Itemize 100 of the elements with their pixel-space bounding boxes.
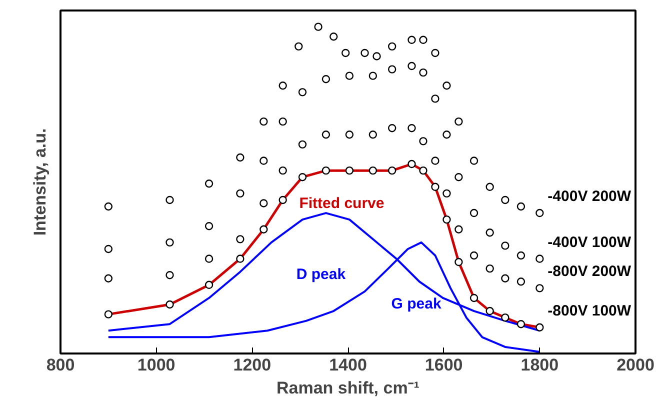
point	[104, 310, 113, 318]
point	[298, 173, 307, 182]
series-label: -400V 200W	[548, 188, 632, 206]
point	[408, 124, 416, 132]
point	[104, 274, 113, 282]
x-tick-label: 1200	[233, 356, 272, 374]
point	[419, 166, 428, 175]
series-label: Fitted curve	[299, 195, 384, 212]
point	[368, 166, 378, 175]
y-axis-title: Intensity, a.u.	[30, 128, 50, 236]
point	[516, 278, 526, 286]
point	[260, 156, 268, 165]
point	[236, 235, 244, 244]
point	[322, 75, 330, 84]
point	[501, 313, 510, 322]
point	[516, 202, 526, 211]
point	[236, 153, 244, 162]
point	[419, 137, 428, 146]
point	[486, 182, 494, 191]
point	[442, 215, 451, 224]
point	[322, 166, 330, 175]
point	[431, 156, 440, 165]
point	[298, 88, 307, 96]
point	[501, 196, 510, 204]
point	[408, 36, 416, 44]
point	[470, 294, 478, 302]
series-label: G peak	[391, 295, 442, 312]
x-tick-label: 1400	[329, 356, 367, 374]
x-tick-label: 1600	[424, 356, 463, 374]
point	[536, 323, 544, 332]
point	[408, 160, 416, 168]
point	[314, 22, 322, 31]
point	[536, 284, 544, 292]
point	[166, 196, 174, 204]
x-tick-label: 1800	[520, 356, 559, 374]
series-label: -800V 200W	[548, 263, 632, 280]
point	[454, 117, 463, 126]
series-label: -400V 100W	[548, 234, 632, 251]
point	[470, 208, 478, 218]
point	[408, 62, 416, 70]
point	[260, 225, 268, 234]
point	[536, 254, 544, 263]
point	[516, 320, 526, 328]
x-tick-label: 800	[46, 356, 75, 374]
series-label: -800V 100W	[548, 302, 632, 320]
point	[454, 225, 463, 234]
point	[345, 166, 354, 175]
point	[204, 254, 214, 263]
point	[345, 72, 354, 80]
point	[372, 52, 381, 60]
point	[278, 166, 287, 175]
point	[360, 48, 369, 58]
point	[278, 196, 287, 204]
point	[236, 189, 244, 198]
point	[431, 94, 440, 103]
point	[204, 222, 214, 230]
point	[419, 68, 428, 77]
point	[368, 72, 378, 80]
point	[278, 117, 287, 126]
point	[431, 48, 440, 58]
point	[442, 130, 451, 139]
point	[388, 65, 396, 74]
point	[516, 251, 526, 260]
point	[470, 156, 478, 165]
point	[486, 228, 494, 237]
text: D peak	[296, 266, 346, 284]
point	[294, 42, 303, 51]
point	[454, 173, 463, 182]
point	[166, 238, 174, 247]
point	[204, 180, 214, 188]
point	[104, 202, 113, 211]
point	[166, 300, 174, 309]
point	[298, 140, 307, 149]
point	[442, 189, 451, 198]
point	[431, 182, 440, 191]
point	[419, 36, 428, 44]
point	[470, 251, 478, 260]
point	[486, 306, 494, 316]
point	[388, 166, 396, 175]
x-tick-label: 2000	[616, 356, 654, 374]
point	[501, 242, 510, 250]
point	[388, 124, 396, 132]
point	[204, 280, 214, 289]
point	[345, 130, 354, 139]
point	[486, 264, 494, 273]
x-tick-label: 1000	[137, 356, 176, 374]
point	[442, 82, 451, 90]
point	[236, 254, 244, 263]
point	[166, 271, 174, 280]
point	[104, 244, 113, 254]
point	[278, 82, 287, 90]
point	[454, 258, 463, 266]
point	[342, 48, 350, 58]
point	[330, 32, 338, 41]
x-axis-title: Raman shift, cm⁻¹	[276, 378, 420, 398]
point	[501, 274, 510, 282]
point	[368, 130, 378, 139]
point	[260, 199, 268, 208]
point	[388, 42, 396, 51]
point	[536, 208, 544, 218]
